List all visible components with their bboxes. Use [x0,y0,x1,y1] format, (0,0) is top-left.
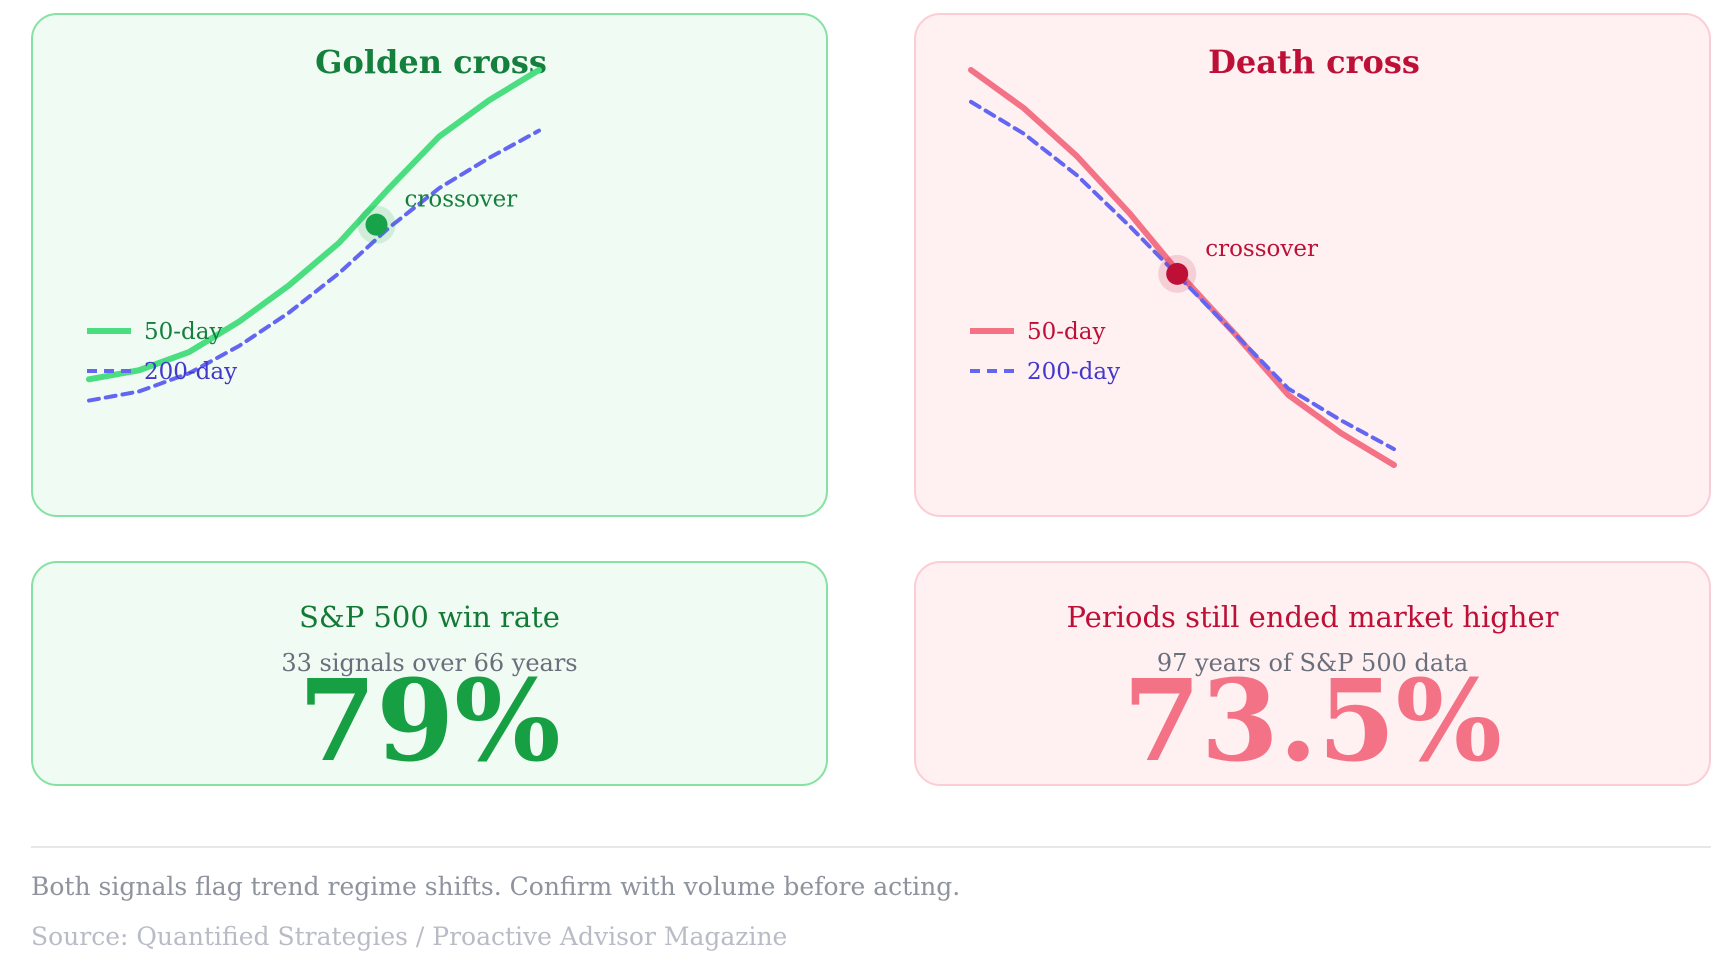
golden-cross-chart: Golden cross crossover 50-day 200-day [86,43,547,403]
footer-divider [31,846,1711,848]
golden-stat-card: S&P 500 win rate 79% 33 signals over 66 … [31,561,828,786]
death-crossover-label: crossover [1205,236,1318,262]
death-cross-chart: Death cross crossover 50-day 200-day [968,43,1420,468]
death-stat-label: Periods still ended market higher [1066,600,1559,634]
footer-note: Both signals flag trend regime shifts. C… [31,872,961,901]
golden-legend-label-slow: 200-day [144,359,237,385]
death-chart-title: Death cross [1208,43,1420,81]
golden-stat-label: S&P 500 win rate [299,600,560,634]
golden-legend-label-fast: 50-day [144,319,222,345]
golden-series-slow-line [87,128,541,403]
death-stat-subtitle: 97 years of S&P 500 data [1156,649,1469,677]
golden-crossover-dot [365,213,388,236]
death-crossover-dot [1166,262,1189,285]
death-cross-panel: Death cross crossover 50-day 200-day [914,13,1711,517]
footer-source: Source: Quantified Strategies / Proactiv… [31,922,788,951]
golden-chart-title: Golden cross [315,43,547,81]
death-stat-value: 73.5% [1122,656,1503,786]
golden-crossover-label: crossover [405,187,518,213]
golden-series-fast-line [86,67,542,383]
death-legend-label-fast: 50-day [1027,319,1105,345]
death-legend-label-slow: 200-day [1027,359,1120,385]
golden-cross-panel: Golden cross crossover 50-day 200-day [31,13,828,517]
death-stat-card: Periods still ended market higher 73.5% … [914,561,1711,786]
golden-stat-value: 79% [298,656,561,786]
golden-stat-subtitle: 33 signals over 66 years [281,649,578,677]
